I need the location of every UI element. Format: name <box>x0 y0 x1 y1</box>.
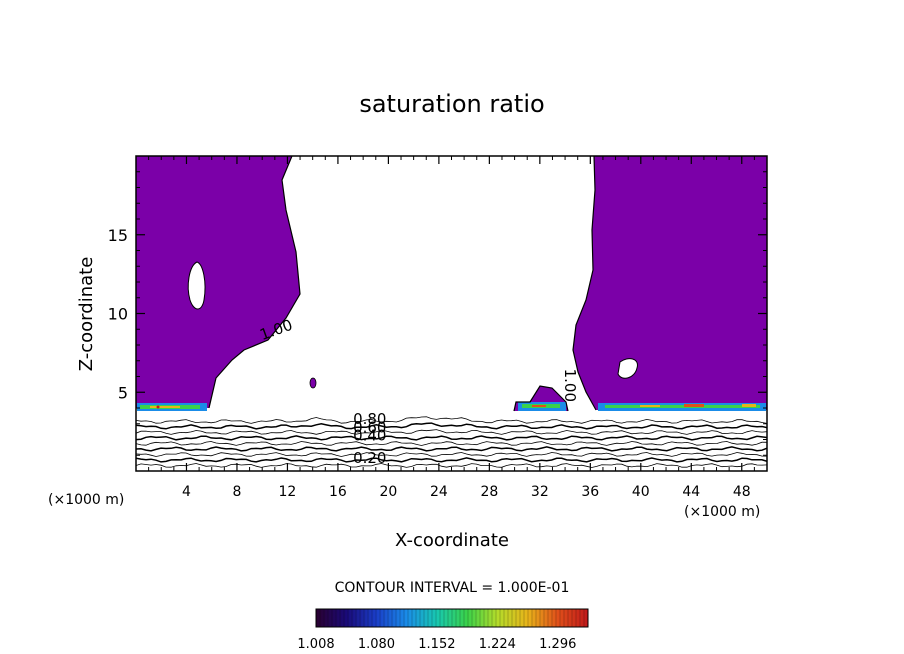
x-tick-label: 24 <box>430 484 448 500</box>
contour-line <box>136 452 767 457</box>
y-tick-label: 15 <box>108 226 128 245</box>
x-axis: 4 8 12 16 20 24 28 32 36 40 44 48 <box>148 156 755 500</box>
x-tick-label: 40 <box>632 484 650 500</box>
contour-line <box>136 429 767 435</box>
contour-line <box>136 435 767 441</box>
plot-area <box>135 155 768 472</box>
x-tick-label: 44 <box>682 484 700 500</box>
contour-line <box>136 457 767 463</box>
colorbar-tick-label: 1.080 <box>358 637 395 652</box>
saturation-contour <box>208 156 597 412</box>
contour-labels: 1.001.000.800.600.400.20 <box>257 316 579 467</box>
colorbar-gradient <box>315 608 589 628</box>
y-tick-label: 5 <box>118 383 128 402</box>
contour-line <box>136 463 767 468</box>
y-axis-label: Z-coordinate <box>76 257 97 372</box>
x-axis-label: X-coordinate <box>395 530 509 551</box>
x-unit-left: (×1000 m) <box>48 492 124 508</box>
x-tick-label: 28 <box>480 484 498 500</box>
contour-label: 0.60 <box>353 418 386 436</box>
x-tick-label: 12 <box>279 484 297 500</box>
colorbar-tick-label: 1.224 <box>479 637 516 652</box>
clear-hole-right <box>617 358 638 379</box>
colorbar-tick-label: 1.296 <box>539 637 576 652</box>
x-tick-label: 4 <box>182 484 191 500</box>
contour-label: 1.00 <box>561 369 579 402</box>
contour-label: 0.20 <box>353 449 386 467</box>
chart-title: saturation ratio <box>359 90 544 118</box>
x-unit-right: (×1000 m) <box>684 504 760 520</box>
x-tick-label: 32 <box>531 484 549 500</box>
colorbar-tick-label: 1.152 <box>418 637 455 652</box>
saturated-region-right <box>573 156 767 410</box>
x-tick-label: 36 <box>581 484 599 500</box>
supersaturation-bands <box>137 402 766 411</box>
y-tick-label: 10 <box>108 305 128 324</box>
contour-line <box>136 416 767 424</box>
colorbar-tick-label: 1.008 <box>297 637 334 652</box>
y-axis: 5 10 15 <box>108 171 767 456</box>
contour-line <box>136 446 767 452</box>
colorbar-ticks: 1.008 1.080 1.152 1.224 1.296 <box>297 637 576 652</box>
colorbar-stripes <box>319 609 585 627</box>
contour-interval-label: CONTOUR INTERVAL = 1.000E-01 <box>335 580 570 596</box>
saturated-blob <box>309 377 317 389</box>
colorbar: 1.008 1.080 1.152 1.224 1.296 <box>297 608 589 652</box>
contour-line <box>136 441 767 446</box>
contour-label: 0.80 <box>353 410 386 428</box>
x-tick-label: 16 <box>329 484 347 500</box>
x-tick-label: 8 <box>232 484 241 500</box>
contour-label: 0.40 <box>353 426 386 444</box>
subsaturated-contours <box>136 416 767 468</box>
saturated-region-left <box>136 156 300 408</box>
contour-line <box>136 422 767 430</box>
x-tick-label: 20 <box>379 484 397 500</box>
x-tick-label: 48 <box>733 484 751 500</box>
clear-hole-left <box>187 261 206 310</box>
